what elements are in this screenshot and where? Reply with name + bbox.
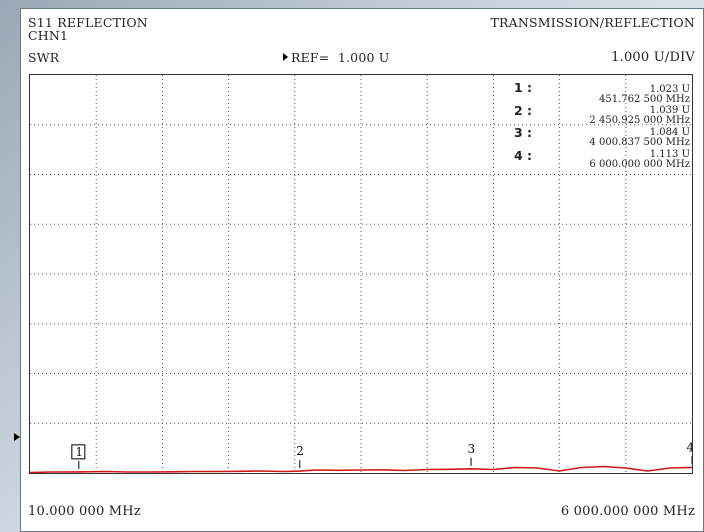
- format-label: SWR: [28, 50, 60, 65]
- marker-label: 2: [296, 444, 304, 458]
- marker-readout-freq: 2 450.925 000 MHz: [589, 115, 690, 126]
- marker-readout-label: 3 :: [514, 125, 533, 140]
- marker-readout-freq: 4 000.837 500 MHz: [589, 137, 690, 148]
- stop-frequency: 6 000.000 000 MHz: [560, 504, 695, 519]
- marker-readout-value: 1.039 U: [649, 105, 690, 116]
- reference-label: REF=: [291, 50, 330, 65]
- marker-label: 1: [75, 445, 83, 459]
- marker-readout-label: 1 :: [514, 80, 533, 95]
- marker-readout-value: 1.084 U: [649, 127, 690, 138]
- swr-chart: 1 2 3 4: [30, 75, 692, 473]
- marker-readout-value: 1.023 U: [649, 84, 690, 95]
- channel-label: CHN1: [28, 28, 69, 43]
- marker-label: 3: [468, 442, 476, 456]
- marker-readout-label: 4 :: [514, 148, 533, 163]
- reference-pointer-icon: [283, 53, 288, 61]
- scale-readout: 1.000 U/DIV: [611, 50, 695, 65]
- reference-level-arrow: [14, 433, 20, 441]
- measurement-title: S11 REFLECTION: [28, 15, 148, 30]
- reference-readout: REF= 1.000 U: [283, 51, 390, 65]
- active-marker-box: [71, 444, 86, 460]
- marker-readout-value: 1.113 U: [649, 149, 690, 160]
- mode-title: TRANSMISSION/REFLECTION: [490, 15, 695, 30]
- start-frequency: 10.000 000 MHz: [28, 504, 141, 519]
- reference-value: 1.000 U: [337, 50, 390, 65]
- marker-label: 4: [687, 440, 693, 454]
- plot-area: 1 2 3 4 1 : 1.023 U 451.762 500 MHz 2 : 1.0…: [29, 74, 693, 474]
- marker-readout-label: 2 :: [514, 103, 533, 118]
- swr-trace-line: [30, 465, 692, 473]
- marker-readout-freq: 451.762 500 MHz: [598, 94, 690, 105]
- marker-readout-freq: 6 000.000 000 MHz: [589, 159, 690, 170]
- analyzer-screen: S11 REFLECTION CHN1 TRANSMISSION/REFLECT…: [20, 8, 704, 532]
